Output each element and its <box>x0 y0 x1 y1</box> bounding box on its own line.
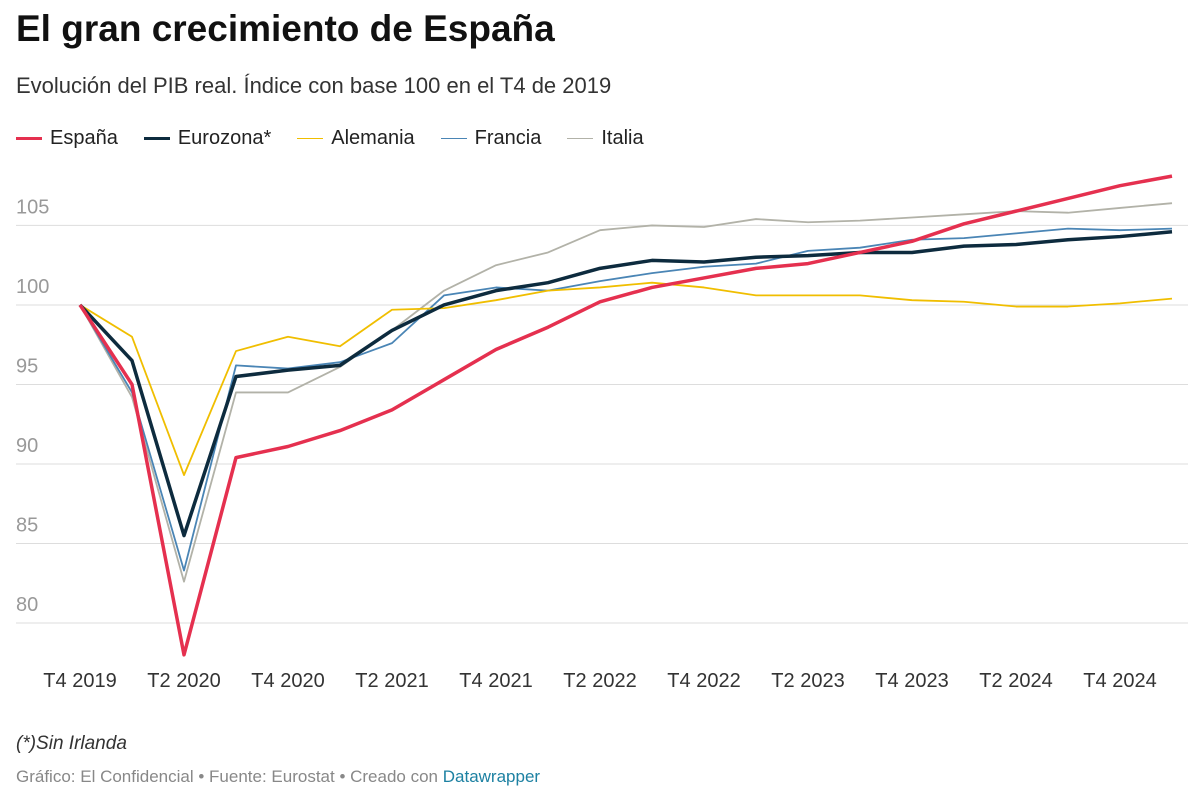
legend-item: Eurozona* <box>143 127 272 150</box>
note: (*)Sin Irlanda <box>16 733 127 754</box>
y-tick-label: 90 <box>16 435 38 457</box>
y-tick-label: 95 <box>16 355 38 377</box>
line-series <box>79 202 1173 583</box>
legend-swatch <box>440 138 467 139</box>
legend-item: Alemania <box>297 127 415 150</box>
y-tick-label: 100 <box>16 276 49 298</box>
x-tick-label: T2 2022 <box>563 670 636 692</box>
legend-swatch <box>297 138 324 139</box>
chart-title: El gran crecimiento de España <box>16 8 555 49</box>
chart-subtitle: Evolución del PIB real. Índice con base … <box>16 73 612 98</box>
x-tick-label: T4 2024 <box>1083 670 1156 692</box>
line-series <box>78 174 1173 657</box>
legend-label: Alemania <box>331 127 415 149</box>
x-tick-label: T2 2023 <box>771 670 844 692</box>
legend-swatch <box>143 137 170 140</box>
legend-item: Francia <box>440 127 542 150</box>
legend-label: Francia <box>474 127 542 149</box>
legend-swatch <box>16 137 42 140</box>
legend-label: Italia <box>601 127 644 149</box>
x-tick-label: T4 2020 <box>251 670 324 692</box>
x-tick-label: T4 2023 <box>875 670 948 692</box>
y-tick-label: 85 <box>16 514 38 536</box>
x-tick-label: T2 2021 <box>355 670 428 692</box>
legend-item: Italia <box>567 127 644 150</box>
legend-label: España <box>50 127 118 149</box>
legend-swatch <box>567 138 594 139</box>
source-link[interactable]: Datawrapper <box>442 767 541 786</box>
legend: España Eurozona* Alemania Francia Italia <box>16 127 644 150</box>
legend-item: España <box>16 127 118 150</box>
x-tick-label: T4 2021 <box>459 670 532 692</box>
source-text: Gráfico: El Confidencial • Fuente: Euros… <box>16 767 439 786</box>
legend-label: Eurozona* <box>177 127 272 149</box>
x-tick-label: T2 2020 <box>147 670 220 692</box>
line-series <box>79 281 1173 477</box>
line-series <box>78 230 1173 538</box>
y-tick-label: 80 <box>16 594 38 616</box>
x-tick-label: T4 2019 <box>43 670 116 692</box>
source: Gráfico: El Confidencial • Fuente: Euros… <box>16 767 540 787</box>
x-tick-label: T2 2024 <box>979 670 1052 692</box>
line-series <box>79 227 1173 572</box>
y-tick-label: 105 <box>16 196 49 218</box>
x-tick-label: T4 2022 <box>667 670 740 692</box>
